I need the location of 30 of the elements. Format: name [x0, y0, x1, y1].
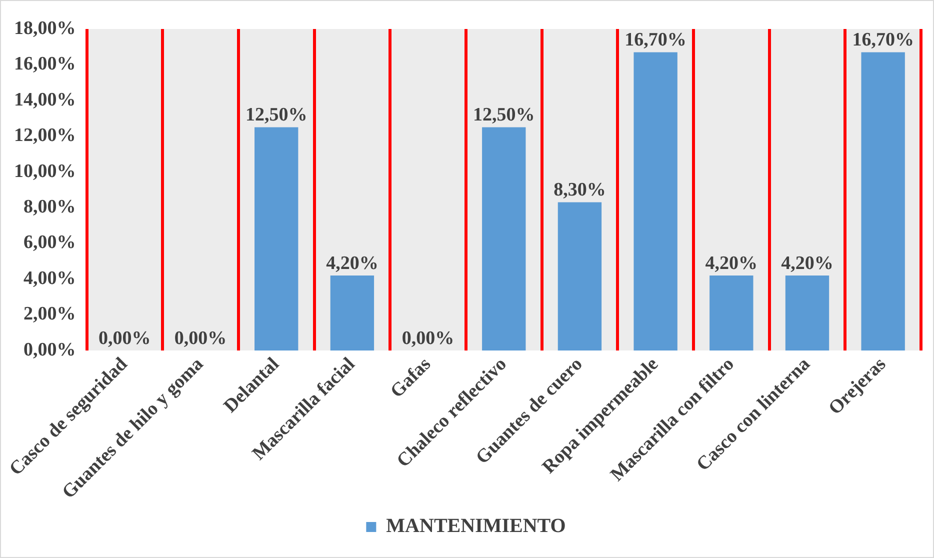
bar — [482, 127, 526, 351]
bar — [634, 52, 678, 351]
data-label: 0,00% — [402, 328, 454, 349]
data-label: 8,30% — [554, 180, 606, 201]
y-tick-label: 8,00% — [24, 196, 76, 218]
y-tick-label: 0,00% — [24, 339, 76, 360]
data-label: 12,50% — [245, 104, 308, 126]
bar — [861, 52, 905, 351]
y-tick-label: 16,00% — [14, 54, 76, 75]
y-tick-label: 4,00% — [24, 268, 76, 289]
data-label: 12,50% — [473, 104, 535, 126]
bar — [558, 202, 602, 351]
y-tick-label: 12,00% — [14, 125, 76, 146]
y-tick-label: 14,00% — [14, 89, 76, 110]
data-label: 0,00% — [98, 328, 151, 349]
data-label: 4,20% — [705, 252, 758, 274]
bar — [254, 127, 298, 351]
data-label: 16,70% — [624, 30, 686, 51]
y-tick-label: 2,00% — [24, 304, 76, 325]
data-label: 0,00% — [174, 328, 227, 349]
data-label: 4,20% — [326, 252, 378, 274]
y-tick-label: 6,00% — [24, 232, 76, 254]
bar — [710, 275, 754, 351]
data-label: 16,70% — [852, 30, 914, 51]
bar — [330, 275, 374, 351]
y-tick-label: 10,00% — [14, 160, 76, 182]
y-tick-label: 18,00% — [14, 18, 76, 39]
legend-label: MANTENIMIENTO — [386, 515, 566, 538]
data-label: 4,20% — [781, 252, 834, 274]
bar — [785, 275, 830, 351]
